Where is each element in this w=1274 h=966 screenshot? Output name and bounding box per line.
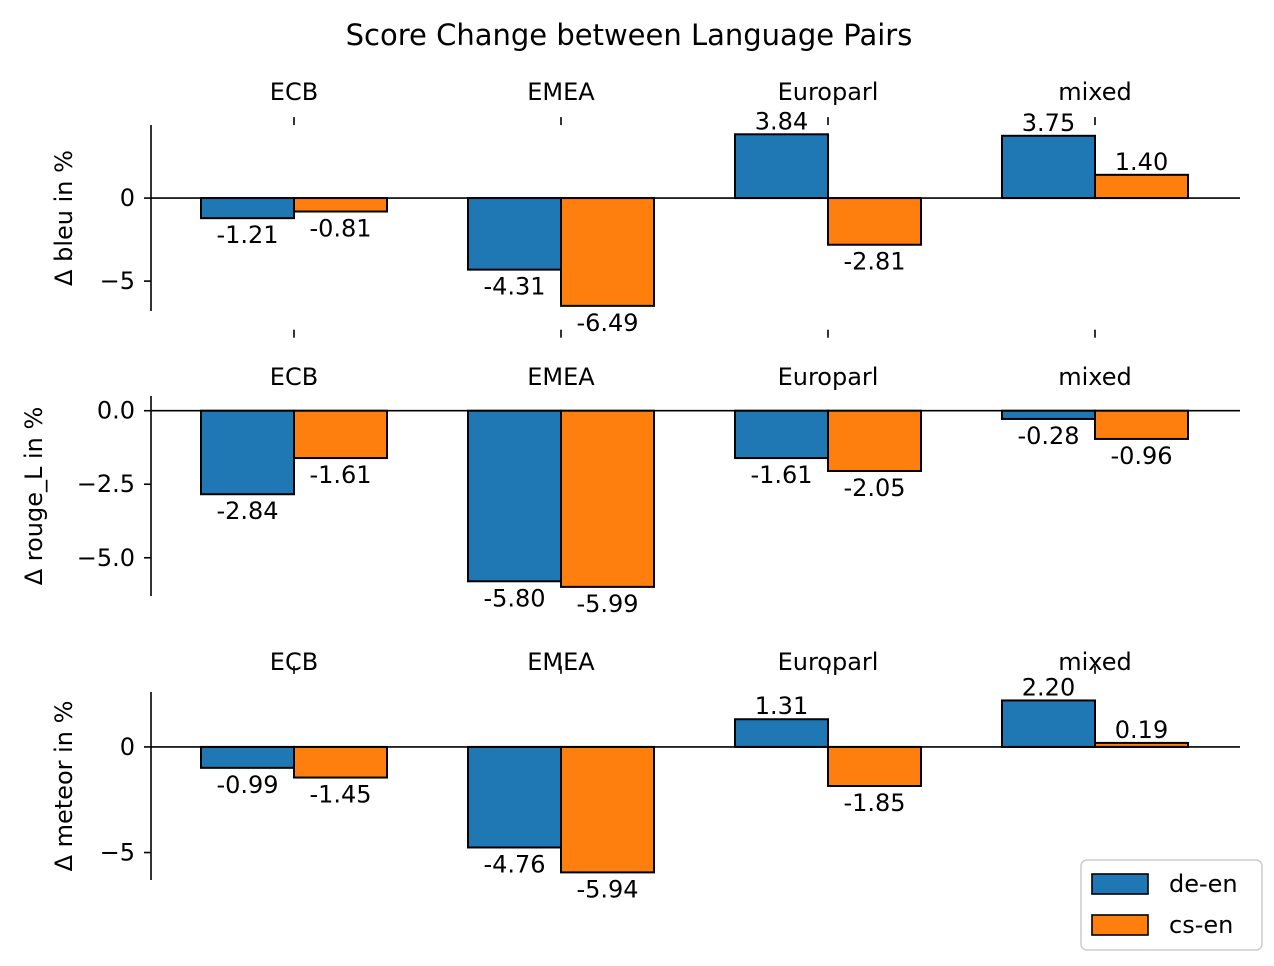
x-tick-label: EMEA [527,363,595,391]
y-tick-label: −5 [100,267,135,295]
data-label: -5.99 [576,590,638,618]
x-tick-label: ECB [270,648,318,676]
bar-cs-en-ECB [293,745,388,779]
bar-cs-en-Europarl [827,409,922,472]
bar-de-en-Europarl [734,409,829,460]
bar-cs-en-EMEA [560,745,655,874]
y-axis-label: Δ meteor in % [50,701,78,872]
data-label: -2.05 [843,474,905,502]
bar-de-en-mixed [1001,409,1096,420]
bar-de-en-EMEA [467,197,562,271]
y-tick-label: 0.0 [97,397,135,425]
data-label: -1.61 [309,461,371,489]
bar-cs-en-mixed [1094,409,1189,440]
bar-de-en-Europarl [734,133,829,200]
data-label: 1.40 [1115,148,1168,176]
data-label: -1.45 [309,781,371,809]
bar-de-en-mixed [1001,134,1096,200]
data-label: -5.94 [576,875,638,903]
data-label: -6.49 [576,309,638,337]
y-tick-label: −2.5 [77,470,135,498]
data-label: -1.21 [216,221,278,249]
x-tick-label: EMEA [527,648,595,676]
subplot-1: 0 −5 Δ bleu in % -1.21 -4.31 3.84 3.75 -0.81 -6.… [50,78,1240,337]
data-label: 1.31 [755,692,808,720]
x-tick-label: ECB [270,78,318,106]
bar-de-en-mixed [1001,699,1096,748]
bar-de-en-ECB [200,197,295,220]
data-label: -0.28 [1017,422,1079,450]
bar-de-en-Europarl [734,718,829,748]
data-label: -0.99 [216,771,278,799]
data-label: -2.81 [843,248,905,276]
legend: de-en cs-en [1080,859,1263,951]
y-tick-label: −5 [100,839,135,867]
bar-de-en-EMEA [467,745,562,849]
data-label: -1.61 [750,461,812,489]
data-label: -2.84 [216,497,278,525]
bar-cs-en-ECB [293,409,388,460]
subplot-3: 0 −5 Δ meteor in % -0.99 -4.76 1.31 2.20 -1.45 -… [50,648,1240,903]
x-tick-label: Europarl [778,363,879,391]
x-tick-label: mixed [1058,363,1132,391]
data-label: -4.31 [483,273,545,301]
y-tick-label: 0 [120,184,135,212]
subplots: 0 −5 Δ bleu in % -1.21 -4.31 3.84 3.75 -0.81 -6.… [20,78,1240,903]
bar-cs-en-ECB [293,197,388,213]
legend-label-cs-en: cs-en [1169,911,1233,939]
data-label: -0.81 [309,215,371,243]
y-tick-label: 0 [120,733,135,761]
bar-cs-en-mixed [1094,173,1189,200]
bar-de-en-ECB [200,409,295,496]
x-tick-label: Europarl [778,78,879,106]
x-tick-label: mixed [1058,648,1132,676]
data-label: -4.76 [483,850,545,878]
data-label: -1.85 [843,789,905,817]
data-label: -0.96 [1110,442,1172,470]
y-axis-label: Δ bleu in % [50,150,78,286]
bar-cs-en-EMEA [560,197,655,307]
legend-label-de-en: de-en [1169,870,1238,898]
data-label: 0.19 [1115,716,1168,744]
x-tick-label: EMEA [527,78,595,106]
legend-swatch-de-en [1091,873,1149,895]
legend-swatch-cs-en [1091,914,1149,936]
bar-cs-en-Europarl [827,197,922,246]
data-label: -5.80 [483,584,545,612]
bar-de-en-ECB [200,745,295,769]
y-tick-label: −5.0 [77,544,135,572]
chart-title: Score Change between Language Pairs [346,18,913,52]
data-label: 2.20 [1022,673,1075,701]
data-label: 3.84 [755,107,808,135]
x-tick-label: ECB [270,363,318,391]
bar-cs-en-EMEA [560,409,655,588]
bar-cs-en-Europarl [827,745,922,787]
bar-de-en-EMEA [467,409,562,583]
y-axis-label: Δ rouge_L in % [20,407,48,586]
data-label: 3.75 [1022,109,1075,137]
x-tick-label: mixed [1058,78,1132,106]
subplot-2: 0.0 −2.5 −5.0 Δ rouge_L in % -2.84 -5.80 -1.61… [20,329,1240,618]
x-tick-label: Europarl [778,648,879,676]
